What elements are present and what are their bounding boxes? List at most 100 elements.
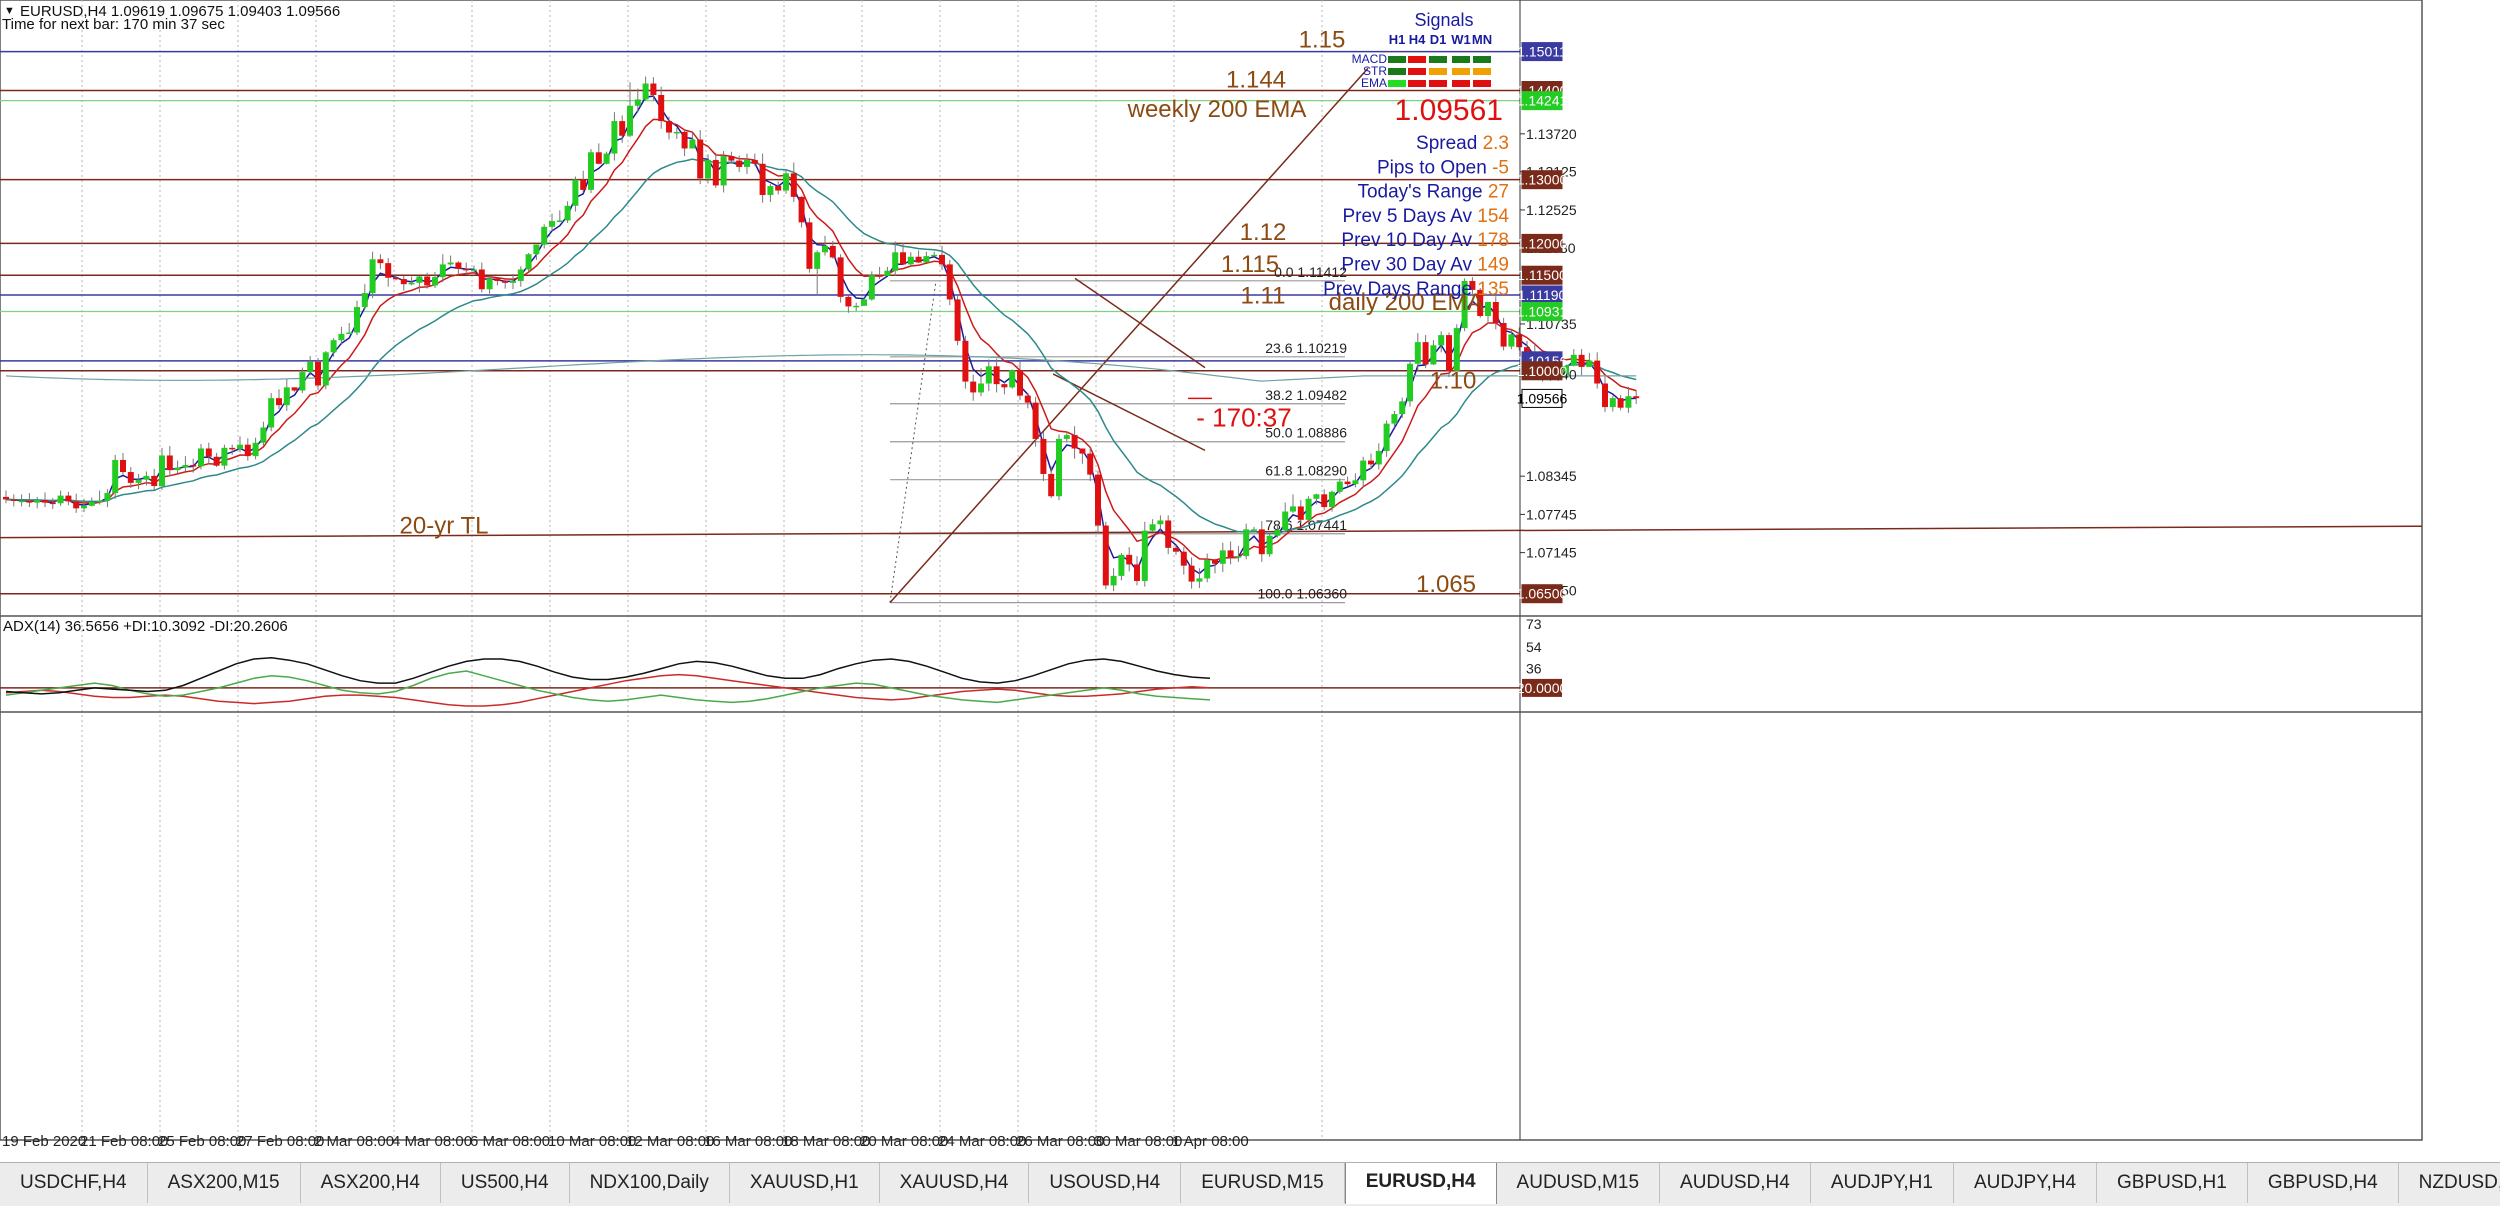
candle (970, 374, 977, 401)
candle (744, 153, 750, 174)
chart-tab[interactable]: GBPUSD,H4 (2248, 1163, 2399, 1203)
candle-body (1313, 494, 1320, 499)
chart-tab[interactable]: US500,H4 (441, 1163, 570, 1203)
candle (1071, 426, 1078, 459)
x-tick-label: 27 Feb 08:00 (236, 1133, 324, 1150)
candle (1165, 515, 1172, 555)
candle-body (112, 459, 119, 494)
candle (377, 254, 384, 269)
adx-label: ADX(14) 36.5656 +DI:10.3092 -DI:20.2606 (3, 618, 288, 635)
stat-value: 178 (1477, 230, 1509, 251)
chart-tab[interactable]: ASX200,M15 (148, 1163, 301, 1203)
chart-tab[interactable]: EURUSD,M15 (1181, 1163, 1345, 1203)
candle-body (510, 280, 516, 283)
candle-body (790, 173, 797, 197)
chart-tab[interactable]: AUDJPY,H4 (1954, 1163, 2098, 1203)
chart-tab[interactable]: XAUUSD,H4 (880, 1163, 1030, 1203)
price-tag (1521, 265, 1563, 285)
candle-body (985, 366, 992, 384)
candle-body (205, 448, 212, 457)
candle (315, 358, 321, 390)
candle (1336, 478, 1343, 494)
candle-body (1141, 530, 1148, 581)
chart-tab[interactable]: GBPUSD,H1 (2097, 1163, 2248, 1203)
header-collapse-icon[interactable]: ▼ (4, 5, 15, 17)
level-label: 1.115 (1221, 251, 1279, 278)
candle-body (416, 276, 423, 283)
fib-anchor-line (889, 280, 937, 603)
trendline (1052, 373, 1206, 452)
chart-tab[interactable]: NDX100,Daily (570, 1163, 730, 1203)
price-tag (1521, 388, 1563, 408)
level-label: 1.065 (1416, 571, 1476, 598)
candle-body (697, 139, 704, 179)
candle (88, 497, 95, 507)
chart-annotation: weekly 200 EMA (1127, 96, 1307, 123)
candle-body (143, 475, 150, 480)
candle (385, 258, 392, 287)
candle (291, 387, 298, 392)
candle-body (299, 372, 306, 391)
chart-tab[interactable]: NZDUSD,H1 (2399, 1163, 2500, 1203)
candle-body (884, 270, 891, 276)
candle-body (1102, 525, 1109, 586)
candle-body (814, 252, 821, 269)
candle (237, 436, 243, 453)
candle (10, 494, 17, 507)
price-tag (1521, 233, 1563, 253)
candle-body (1492, 301, 1499, 323)
candle (1492, 296, 1499, 330)
candle-body (159, 455, 165, 487)
candle-body (767, 186, 774, 195)
minus-di-line (5, 673, 1211, 707)
candle-body (619, 121, 626, 136)
candle-body (603, 153, 610, 164)
adx-tick-label: 20.0000 (1517, 680, 1568, 696)
candle (650, 77, 657, 101)
candle (829, 240, 836, 259)
candle (666, 116, 672, 140)
chart-tab[interactable]: EURUSD,H4 (1344, 1163, 1497, 1204)
candle (252, 437, 259, 460)
chart-tab[interactable]: ASX200,H4 (301, 1163, 441, 1203)
x-tick-label: 20 Mar 08:00 (860, 1133, 948, 1150)
candle-body (1165, 520, 1172, 548)
chart-frame (0, 0, 2423, 1141)
candle-body (517, 269, 524, 281)
chart-tab[interactable]: USDCHF,H4 (0, 1163, 148, 1203)
candle-body (853, 305, 860, 308)
chart-tab[interactable]: USOUSD,H4 (1029, 1163, 1182, 1203)
trendline (0, 525, 2423, 539)
candle-body (1149, 524, 1156, 531)
price-tag-label: 1.10000 (1517, 363, 1568, 379)
candle-body (868, 275, 875, 300)
candle (1516, 327, 1523, 351)
chart-tab[interactable]: XAUUSD,H1 (730, 1163, 880, 1203)
candle (1422, 335, 1429, 369)
candle (26, 493, 33, 508)
signals-row-label: STR (1363, 64, 1387, 78)
candle-body (1095, 474, 1101, 526)
candle (728, 151, 735, 164)
chart-tab[interactable]: AUDUSD,H4 (1660, 1163, 1811, 1203)
candle (1126, 547, 1133, 572)
signals-stat: Pips to Open -5 (1377, 157, 1509, 178)
candle (1368, 453, 1374, 469)
candle (1586, 352, 1593, 367)
chart-tab[interactable]: AUDUSD,M15 (1497, 1163, 1661, 1203)
chart-tab[interactable]: AUDJPY,H1 (1811, 1163, 1954, 1203)
candle (143, 471, 150, 486)
vertical-grid (81, 0, 1323, 1140)
candle (627, 82, 633, 138)
candle-body (1352, 480, 1359, 485)
candle-body (689, 139, 696, 149)
candle-body (3, 496, 9, 500)
price-tag (1521, 42, 1563, 62)
candle (330, 338, 337, 357)
chart-annotations: 1.15 1.144 1.12 1.115 1.11 1.10 1.065 weekly 20… (400, 27, 1484, 599)
candle (853, 302, 860, 311)
candle (572, 176, 579, 212)
candle-body (1243, 529, 1250, 557)
candle (361, 284, 368, 309)
candle (603, 151, 610, 165)
